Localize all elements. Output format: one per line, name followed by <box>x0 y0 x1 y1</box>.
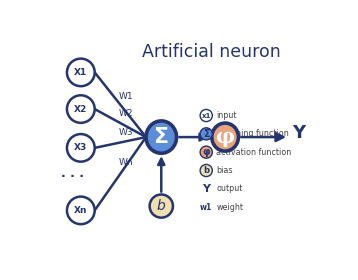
Text: · · ·: · · · <box>61 171 84 183</box>
Text: φ: φ <box>216 127 234 147</box>
Text: input: input <box>217 111 237 120</box>
Text: activation function: activation function <box>217 148 292 157</box>
Ellipse shape <box>212 123 238 151</box>
Ellipse shape <box>200 164 212 177</box>
Text: w1: w1 <box>200 203 212 212</box>
Text: Y: Y <box>292 124 305 142</box>
Ellipse shape <box>200 146 212 158</box>
Ellipse shape <box>146 121 176 153</box>
Text: Artificial neuron: Artificial neuron <box>142 43 281 61</box>
Text: summing function: summing function <box>217 129 289 138</box>
Text: Σ: Σ <box>203 129 209 139</box>
Text: weight: weight <box>217 203 243 212</box>
Ellipse shape <box>67 134 95 162</box>
Text: W3: W3 <box>118 128 133 137</box>
Ellipse shape <box>150 195 173 218</box>
Text: b: b <box>157 199 166 213</box>
Text: W2: W2 <box>118 109 133 118</box>
Ellipse shape <box>200 109 212 122</box>
Ellipse shape <box>200 128 212 140</box>
Text: W1: W1 <box>118 92 133 101</box>
Text: Σ: Σ <box>154 127 169 147</box>
Text: X1: X1 <box>74 68 87 77</box>
Text: output: output <box>217 184 243 193</box>
Ellipse shape <box>67 95 95 123</box>
Text: b: b <box>203 166 209 175</box>
Text: Xn: Xn <box>74 206 88 215</box>
Ellipse shape <box>67 59 95 86</box>
Text: X3: X3 <box>74 143 87 152</box>
Text: φ: φ <box>202 147 210 157</box>
Text: Y: Y <box>202 184 210 194</box>
Text: Wn: Wn <box>118 158 133 167</box>
Text: X2: X2 <box>74 104 87 114</box>
Text: bias: bias <box>217 166 233 175</box>
Text: x1: x1 <box>202 113 211 118</box>
Ellipse shape <box>67 197 95 224</box>
